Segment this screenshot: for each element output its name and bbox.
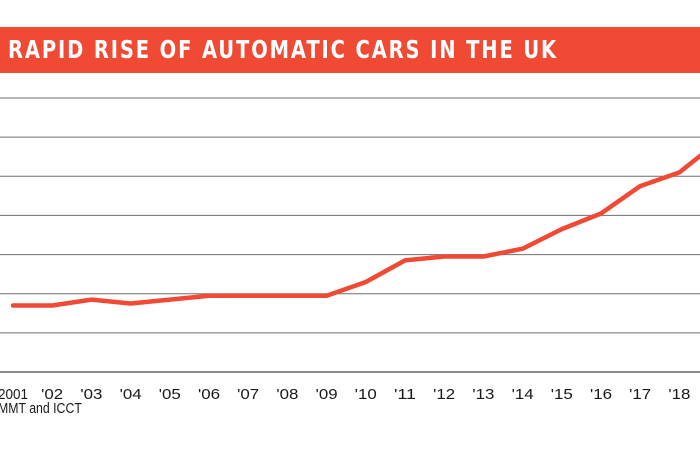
data-point-8 (324, 293, 329, 298)
x-tick-label: '05 (159, 386, 181, 403)
data-point-3 (128, 301, 133, 306)
x-tick-label: '18 (668, 386, 690, 403)
data-point-15 (599, 211, 603, 216)
data-point-1 (50, 303, 55, 308)
data-point-11 (442, 254, 447, 259)
x-tick-label: '12 (433, 386, 455, 403)
data-point-6 (246, 293, 251, 298)
x-tick-label: '10 (355, 386, 377, 403)
data-point-9 (363, 279, 368, 284)
data-point-4 (167, 297, 172, 302)
x-tick-label: '02 (41, 386, 63, 403)
x-tick-label: '07 (237, 386, 259, 403)
data-point-2 (89, 297, 94, 302)
data-point-14 (559, 227, 564, 232)
chart-title: RAPID RISE OF AUTOMATIC CARS IN THE UK (8, 35, 559, 64)
x-tick-label: '16 (590, 386, 612, 403)
data-point-10 (403, 258, 407, 263)
x-tick-label: '15 (551, 386, 573, 403)
x-tick-label: '14 (512, 386, 534, 403)
x-tick-label: '09 (316, 386, 338, 403)
x-tick-label: '11 (394, 386, 416, 403)
x-tick-label: '13 (472, 386, 494, 403)
data-point-17 (677, 170, 682, 175)
x-tick-label: '03 (80, 386, 102, 403)
data-point-12 (481, 254, 486, 259)
data-point-13 (520, 246, 525, 251)
source-note: MMT and ICCT (0, 400, 82, 417)
x-tick-label: '06 (198, 386, 220, 403)
data-point-5 (207, 293, 211, 298)
x-tick-label: 2001 (0, 386, 28, 403)
series-line (10, 153, 700, 308)
x-tick-label: '04 (120, 386, 142, 403)
title-bar: RAPID RISE OF AUTOMATIC CARS IN THE UK (0, 27, 700, 73)
data-point-0 (11, 303, 15, 308)
x-tick-label: '17 (629, 386, 651, 403)
x-tick-label: '08 (276, 386, 298, 403)
data-point-16 (638, 184, 643, 189)
data-point-7 (285, 293, 290, 298)
